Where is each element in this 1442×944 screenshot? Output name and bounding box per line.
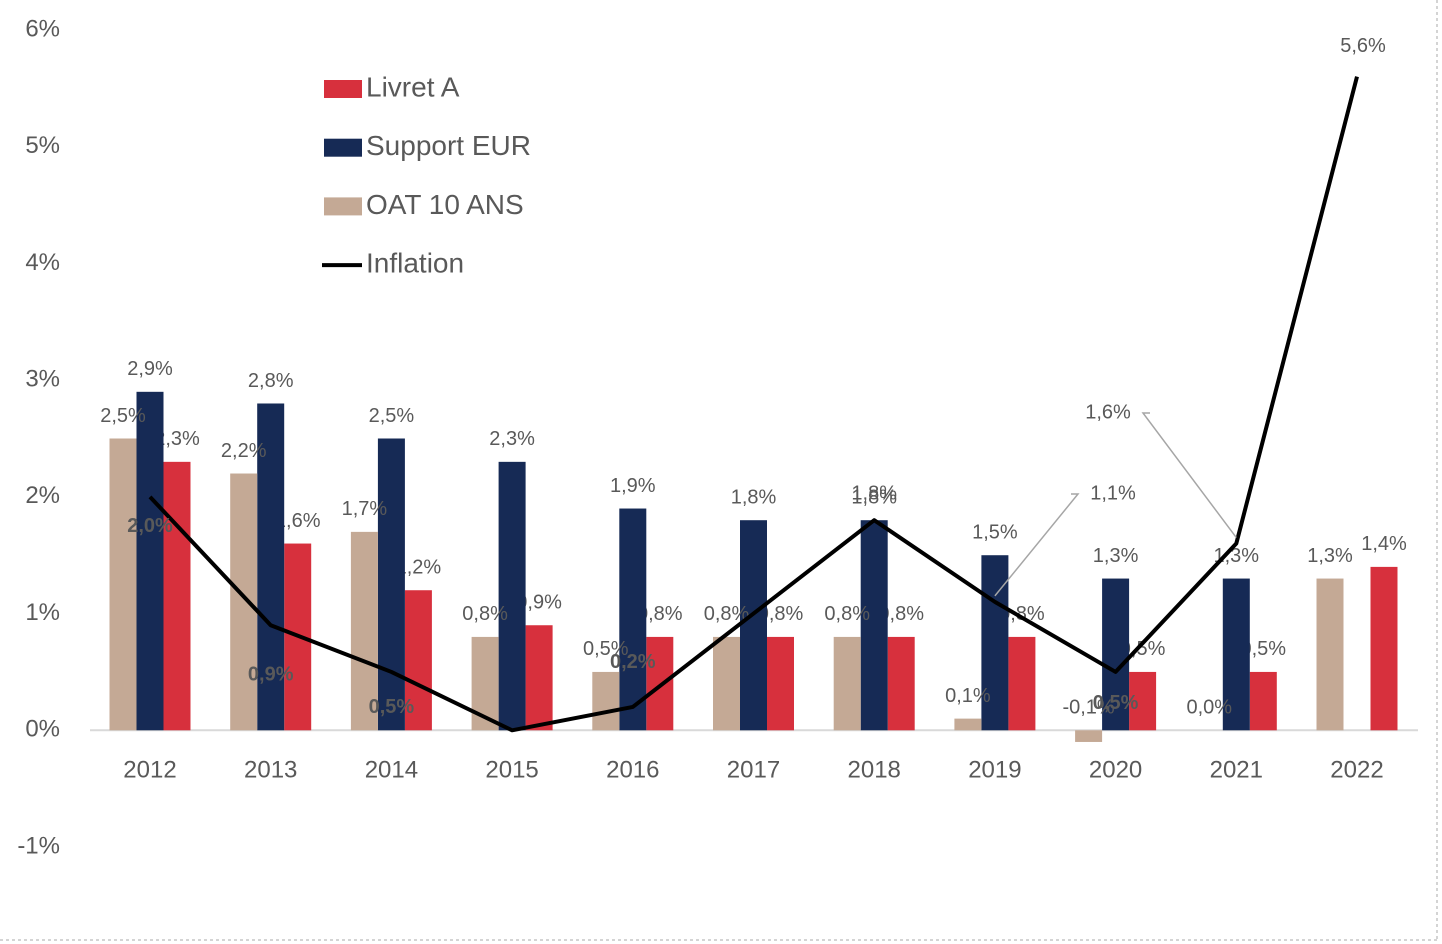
data-label: -0,1% xyxy=(1062,697,1114,719)
data-label: 1,3% xyxy=(1214,545,1260,567)
data-label: 1,8% xyxy=(851,482,897,504)
data-label: 5,6% xyxy=(1340,35,1386,57)
data-label: 2,5% xyxy=(100,405,146,427)
data-label: 1,8% xyxy=(851,486,897,508)
data-label: 0,8% xyxy=(637,603,683,625)
data-label: 1,9% xyxy=(610,475,656,497)
x-tick-label: 2012 xyxy=(123,756,176,783)
bar xyxy=(860,520,888,731)
data-label: 2,5% xyxy=(369,405,415,427)
bar xyxy=(1008,636,1036,731)
leader-line xyxy=(1141,412,1237,538)
data-label: 0,2% xyxy=(610,651,656,673)
data-label: 2,3% xyxy=(154,428,200,450)
data-label: 0,5% xyxy=(1241,638,1287,660)
bar xyxy=(767,636,794,731)
bar xyxy=(887,636,915,731)
x-tick-label: 2019 xyxy=(968,756,1021,783)
data-label: 2,9% xyxy=(127,358,173,380)
bar xyxy=(525,625,553,731)
leader-line xyxy=(994,493,1080,597)
data-label: 2,2% xyxy=(221,440,267,462)
bar xyxy=(350,531,378,731)
bar xyxy=(1370,566,1398,731)
legend-label: Support EUR xyxy=(366,130,531,161)
data-label: 0,5% xyxy=(1093,692,1139,714)
bar xyxy=(109,438,137,731)
y-tick-label: 5% xyxy=(25,132,60,159)
bar xyxy=(1129,671,1157,731)
bar xyxy=(136,391,164,731)
bar xyxy=(404,590,432,731)
data-label: 0,8% xyxy=(878,603,924,625)
legend-label: Livret A xyxy=(366,71,460,102)
data-label: 1,1% xyxy=(1090,482,1136,504)
data-label: 1,5% xyxy=(972,521,1018,543)
bar xyxy=(619,508,647,731)
data-label: 1,6% xyxy=(275,510,321,532)
y-tick-label: 0% xyxy=(25,716,60,743)
data-label: 2,3% xyxy=(489,428,535,450)
bar xyxy=(163,461,191,731)
x-tick-label: 2017 xyxy=(727,756,780,783)
legend-swatch xyxy=(324,80,362,98)
x-tick-label: 2016 xyxy=(606,756,659,783)
data-label: 2,8% xyxy=(248,370,294,392)
data-label: 1,8% xyxy=(731,486,777,508)
data-label: 0,1% xyxy=(945,685,991,707)
data-label: 1,4% xyxy=(1361,533,1407,555)
y-tick-label: -1% xyxy=(17,832,60,859)
data-label: 0,9% xyxy=(248,664,294,686)
legend-swatch xyxy=(324,138,362,157)
data-label: 1,2% xyxy=(396,557,442,579)
data-label: 1,3% xyxy=(1093,545,1139,567)
x-tick-label: 2018 xyxy=(848,756,901,783)
y-tick-label: 4% xyxy=(25,249,60,276)
x-tick-label: 2013 xyxy=(244,756,297,783)
y-tick-label: 6% xyxy=(25,15,60,42)
x-tick-label: 2014 xyxy=(365,756,418,783)
bar xyxy=(498,461,526,731)
data-label: 1,3% xyxy=(1307,545,1353,567)
data-label: 0,8% xyxy=(758,603,804,625)
bar xyxy=(592,671,620,731)
bar xyxy=(1249,671,1277,731)
data-label: 0,5% xyxy=(369,696,415,718)
y-tick-label: 2% xyxy=(25,482,60,509)
bar xyxy=(1075,730,1103,742)
bar xyxy=(954,718,982,731)
line xyxy=(148,76,1359,733)
y-tick-label: 3% xyxy=(25,365,60,392)
bar xyxy=(1222,578,1250,731)
bar xyxy=(740,520,767,731)
bar xyxy=(1316,578,1344,731)
data-label: 2,0% xyxy=(127,515,173,537)
y-tick-label: 1% xyxy=(25,599,60,626)
data-label: 0,0% xyxy=(1187,697,1233,719)
legend-swatch xyxy=(324,197,362,216)
x-tick-label: 2021 xyxy=(1210,756,1263,783)
legend-label: OAT 10 ANS xyxy=(366,189,524,220)
x-tick-label: 2015 xyxy=(485,756,538,783)
data-label: 0,8% xyxy=(824,603,870,625)
data-label: 0,8% xyxy=(462,603,508,625)
data-label: 0,5% xyxy=(583,638,629,660)
x-tick-label: 2020 xyxy=(1089,756,1142,783)
bar xyxy=(230,473,258,731)
legend-label: Inflation xyxy=(366,247,464,278)
bar xyxy=(377,438,405,731)
bar xyxy=(713,636,740,731)
data-label: 1,7% xyxy=(342,498,388,520)
data-label: 0,9% xyxy=(516,592,562,614)
data-label: 1,6% xyxy=(1085,401,1131,423)
x-tick-label: 2022 xyxy=(1330,756,1383,783)
bar xyxy=(257,403,285,731)
bar xyxy=(833,636,861,731)
data-label: 0,8% xyxy=(704,603,750,625)
bar xyxy=(1102,578,1130,731)
